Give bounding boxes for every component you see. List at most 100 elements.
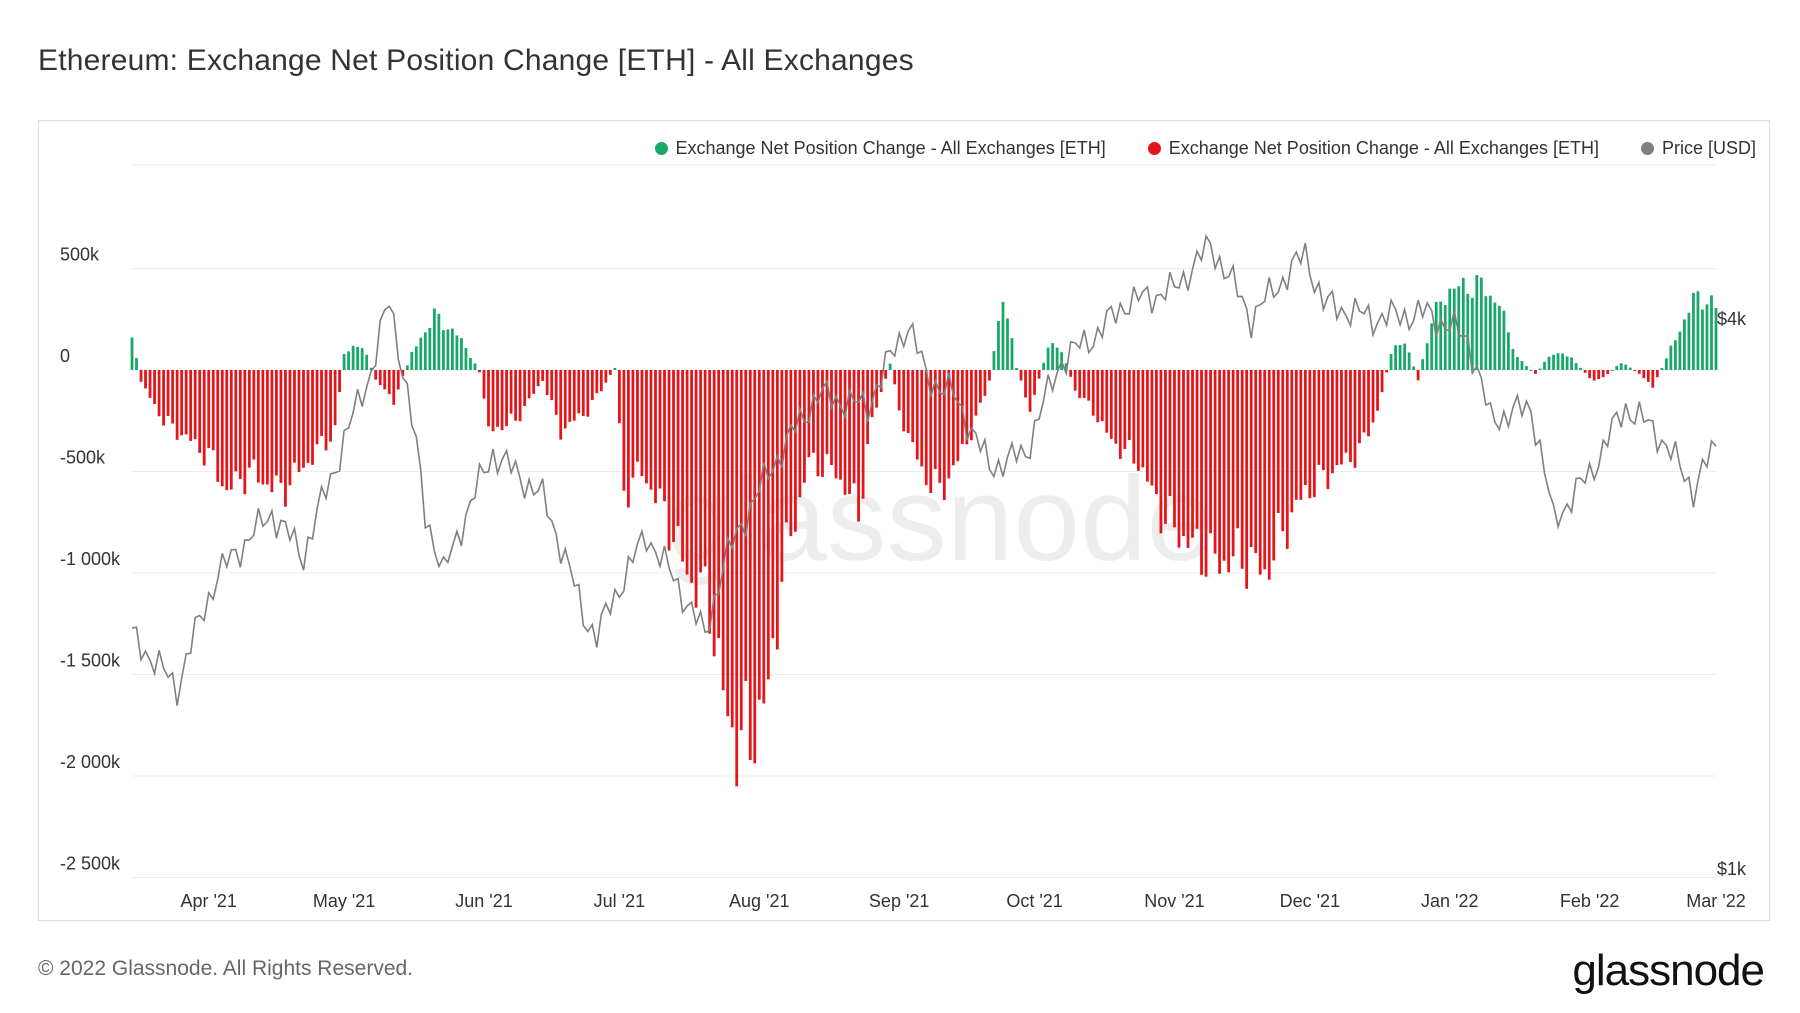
- x-tick-label: Apr '21: [180, 891, 236, 911]
- bar: [284, 370, 287, 507]
- bar: [536, 370, 540, 387]
- bar: [541, 370, 545, 381]
- legend-item-price[interactable]: Price [USD]: [1640, 138, 1756, 159]
- x-tick-label: Sep '21: [869, 891, 930, 911]
- x-tick-label: Jul '21: [594, 891, 645, 911]
- bar: [1006, 318, 1009, 370]
- x-tick-label: Mar '22: [1686, 891, 1745, 911]
- bar: [1425, 343, 1429, 370]
- bar: [180, 370, 184, 436]
- bar: [1683, 319, 1686, 370]
- bar: [387, 370, 391, 395]
- bar: [189, 370, 193, 441]
- bar: [1628, 367, 1632, 370]
- bar: [1191, 370, 1194, 538]
- bar: [1042, 362, 1045, 370]
- bar: [1308, 370, 1312, 499]
- bar: [514, 370, 517, 421]
- bar: [1412, 366, 1416, 370]
- bar: [496, 370, 499, 427]
- bar: [1055, 347, 1059, 370]
- bar: [636, 370, 639, 462]
- bar: [437, 313, 441, 370]
- bar: [1552, 354, 1555, 370]
- bar: [1344, 370, 1348, 453]
- bar: [419, 337, 423, 370]
- bar: [216, 370, 220, 482]
- bar: [432, 308, 436, 370]
- bar: [1669, 345, 1673, 370]
- bar: [1173, 370, 1176, 528]
- bar: [1484, 296, 1488, 370]
- bar: [1100, 370, 1104, 422]
- bar: [405, 365, 409, 370]
- bar: [1556, 353, 1560, 370]
- bar: [888, 363, 892, 370]
- bar: [1538, 368, 1542, 370]
- y-tick-label: -1 500k: [60, 651, 121, 671]
- bar: [1525, 366, 1528, 370]
- bar: [1015, 368, 1018, 370]
- bar: [1421, 359, 1425, 370]
- bar: [658, 370, 662, 489]
- bar: [690, 370, 693, 583]
- bar: [956, 370, 960, 462]
- bar: [568, 370, 572, 422]
- bar: [1615, 365, 1619, 370]
- bar: [211, 370, 215, 451]
- bar: [744, 370, 748, 681]
- bar: [640, 370, 644, 477]
- bar: [1488, 295, 1492, 370]
- bar: [1358, 370, 1361, 444]
- bar: [365, 354, 369, 370]
- bar: [175, 370, 179, 440]
- bar: [1561, 353, 1564, 370]
- bar: [1376, 370, 1379, 411]
- bar: [839, 370, 842, 480]
- bar: [505, 370, 508, 427]
- bar: [604, 370, 608, 383]
- bar: [302, 370, 305, 468]
- bar: [1051, 343, 1055, 370]
- legend-item-outflow[interactable]: Exchange Net Position Change - All Excha…: [1147, 138, 1599, 159]
- bar: [1439, 301, 1443, 370]
- bar: [1164, 370, 1167, 524]
- bar: [360, 348, 364, 370]
- x-tick-label: Feb '22: [1560, 891, 1619, 911]
- bar: [1227, 370, 1231, 573]
- bar: [238, 370, 242, 479]
- bar: [162, 370, 165, 426]
- bar: [595, 370, 599, 394]
- bar: [1340, 370, 1343, 465]
- bar: [338, 370, 341, 392]
- bar: [1461, 277, 1465, 370]
- bar: [1069, 370, 1073, 377]
- bar: [342, 354, 346, 370]
- bar: [1353, 370, 1357, 468]
- bar: [1263, 370, 1267, 570]
- bar: [1389, 353, 1393, 370]
- bar: [243, 370, 247, 495]
- legend-label-inflow: Exchange Net Position Change - All Excha…: [675, 138, 1106, 158]
- legend-item-inflow[interactable]: Exchange Net Position Change - All Excha…: [654, 138, 1106, 159]
- bar: [1159, 370, 1163, 534]
- x-tick-label: Dec '21: [1280, 891, 1340, 911]
- grid-lines: [132, 164, 1716, 878]
- bar: [347, 351, 351, 370]
- bar: [699, 370, 703, 573]
- bar: [1033, 370, 1036, 395]
- legend-dot-green: [654, 142, 668, 155]
- bar: [617, 370, 621, 424]
- bar: [288, 370, 292, 486]
- copyright-footer: © 2022 Glassnode. All Rights Reserved.: [38, 957, 414, 980]
- bar: [992, 351, 996, 370]
- bar: [1543, 361, 1546, 370]
- chart-title: Ethereum: Exchange Net Position Change […: [38, 44, 914, 77]
- bar: [153, 370, 156, 404]
- x-tick-label: Jan '22: [1421, 891, 1478, 911]
- bar: [654, 370, 657, 504]
- y-tick-label: -2 000k: [60, 752, 121, 772]
- bar: [1592, 370, 1596, 381]
- bar: [1430, 323, 1434, 370]
- bar: [1696, 291, 1700, 370]
